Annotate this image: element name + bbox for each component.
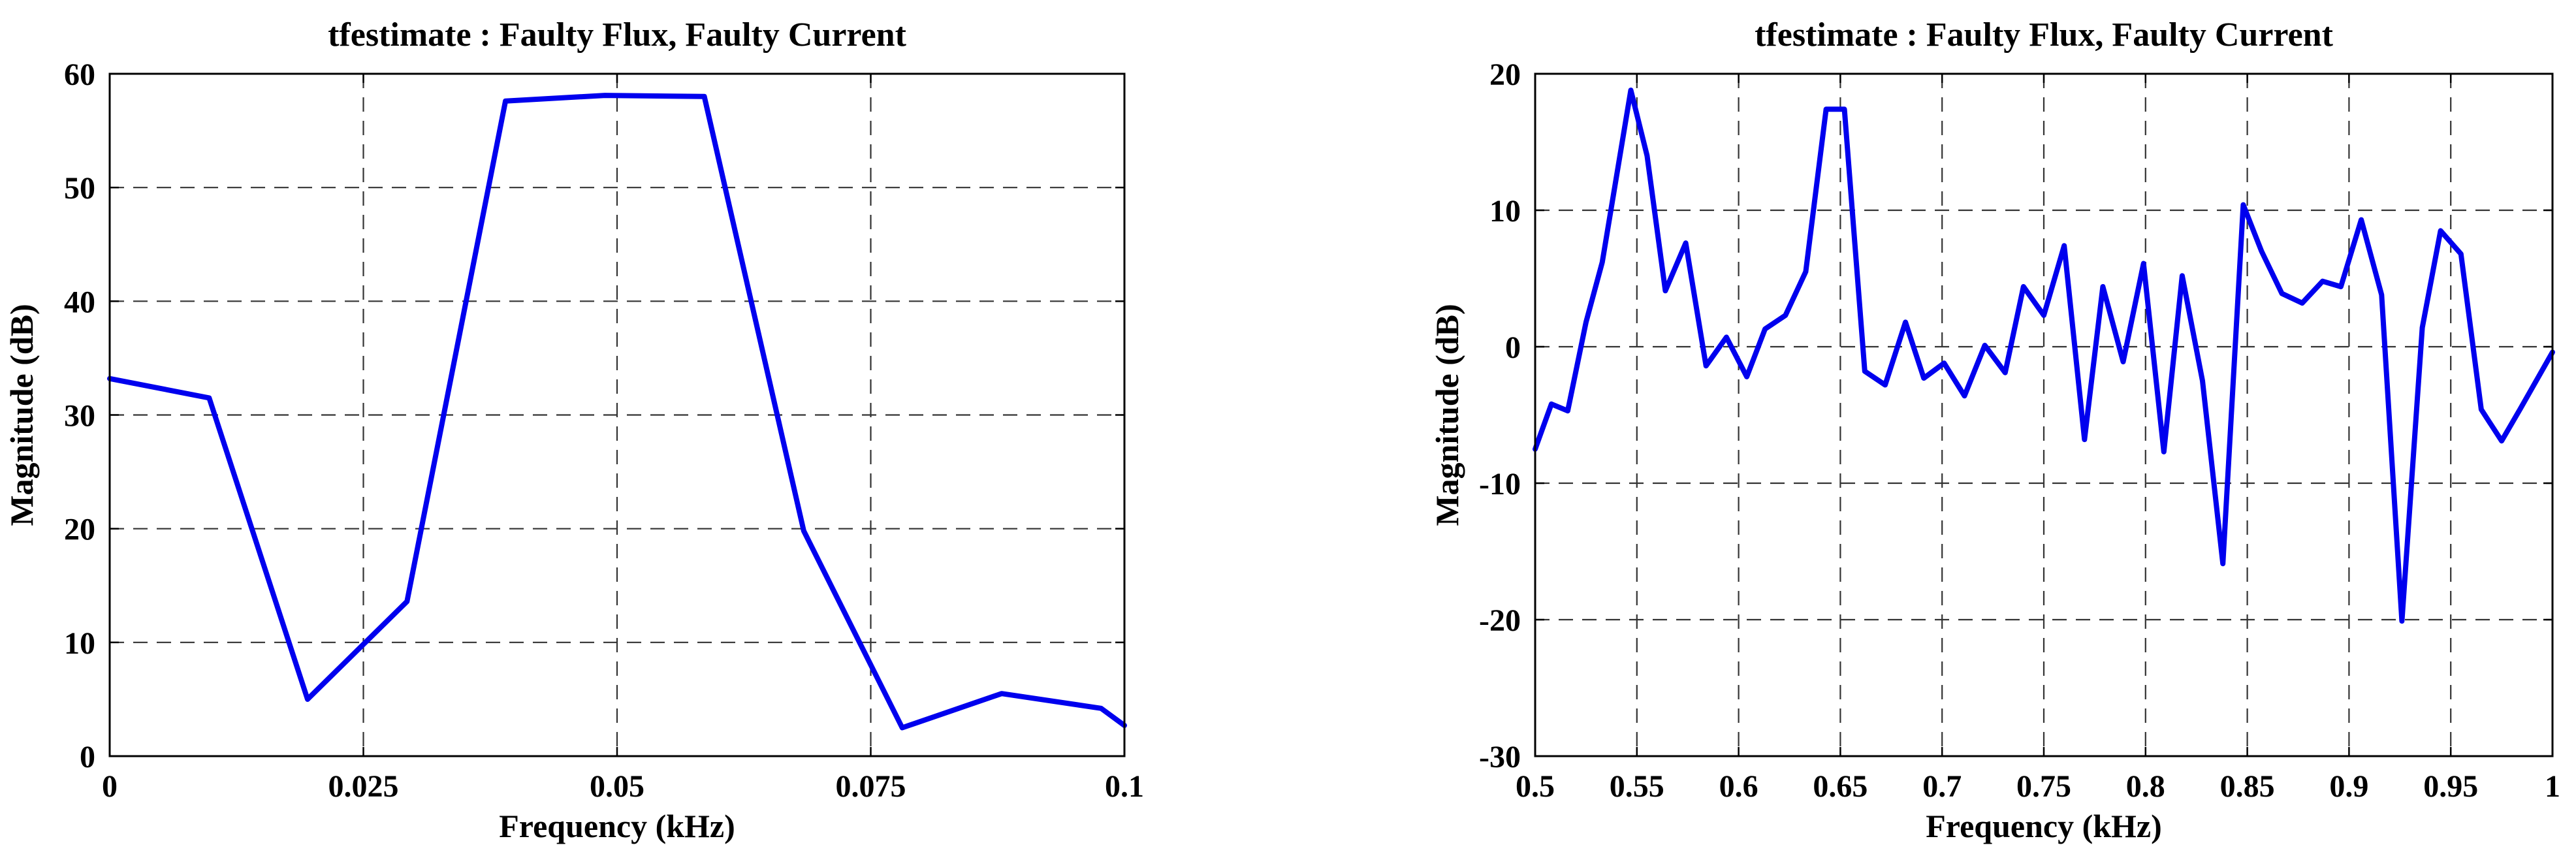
x-tick-label: 0.075 — [836, 769, 906, 804]
series-line — [1533, 87, 2555, 624]
x-axis-label: Frequency (kHz) — [1926, 808, 2162, 844]
chart-panel-right: 0.5 0.55 0.6 0.65 0.7 0.75 0.8 0.85 0.9 0.95 1 -30 -… — [1288, 0, 2576, 858]
x-tick-label: 0.05 — [590, 769, 644, 804]
y-tick-label: 30 — [64, 399, 95, 434]
x-tick-label: 0.55 — [1610, 769, 1664, 804]
y-tick-label: 60 — [64, 57, 95, 92]
y-tick-label: 0 — [80, 740, 95, 774]
axes-frame — [1534, 72, 2554, 757]
x-tick-label: 0.75 — [2016, 769, 2071, 804]
axes-frame — [108, 72, 1126, 757]
x-tick-label: 1 — [2545, 769, 2560, 804]
y-tick-label: -20 — [1479, 603, 1521, 638]
chart-panel-left: 0 0.025 0.05 0.075 0.1 0 10 20 30 40 50 60 tfestimat… — [3, 16, 1144, 844]
x-tick-label: 0 — [102, 769, 118, 804]
x-axis-label: Frequency (kHz) — [499, 808, 735, 844]
y-tick-label: 20 — [1489, 57, 1521, 92]
y-tick-label: 10 — [1489, 194, 1521, 229]
x-tick-label: 0.65 — [1813, 769, 1868, 804]
y-axis-label: Magnitude (dB) — [1429, 304, 1465, 526]
x-tick-label: 0.95 — [2423, 769, 2478, 804]
y-tick-label: 20 — [64, 513, 95, 547]
chart-right: 0.5 0.55 0.6 0.65 0.7 0.75 0.8 0.85 0.9 0.95 1 -30 -… — [1429, 16, 2560, 844]
y-tick-label: -10 — [1479, 467, 1521, 501]
y-tick-label: 10 — [64, 626, 95, 661]
y-tick-label: -30 — [1479, 740, 1521, 774]
chart-title: tfestimate : Faulty Flux, Faulty Current — [1755, 16, 2333, 54]
y-axis-label: Magnitude (dB) — [3, 304, 40, 526]
y-tick-label: 50 — [64, 171, 95, 206]
y-tick-label: 0 — [1505, 330, 1521, 365]
x-tick-label: 0.6 — [1719, 769, 1758, 804]
x-tick-label: 0.025 — [328, 769, 399, 804]
chart-title: tfestimate : Faulty Flux, Faulty Current — [328, 16, 906, 54]
x-tick-label: 0.7 — [1922, 769, 1962, 804]
x-tick-label: 0.1 — [1105, 769, 1144, 804]
series-line — [107, 93, 1127, 731]
x-tick-label: 0.9 — [2329, 769, 2368, 804]
chart-left: 0 0.025 0.05 0.075 0.1 0 10 20 30 40 50 60 tfestimat… — [3, 16, 1144, 844]
x-tick-label: 0.5 — [1516, 769, 1555, 804]
x-tick-label: 0.8 — [2126, 769, 2165, 804]
y-tick-label: 40 — [64, 285, 95, 319]
x-tick-label: 0.85 — [2220, 769, 2275, 804]
